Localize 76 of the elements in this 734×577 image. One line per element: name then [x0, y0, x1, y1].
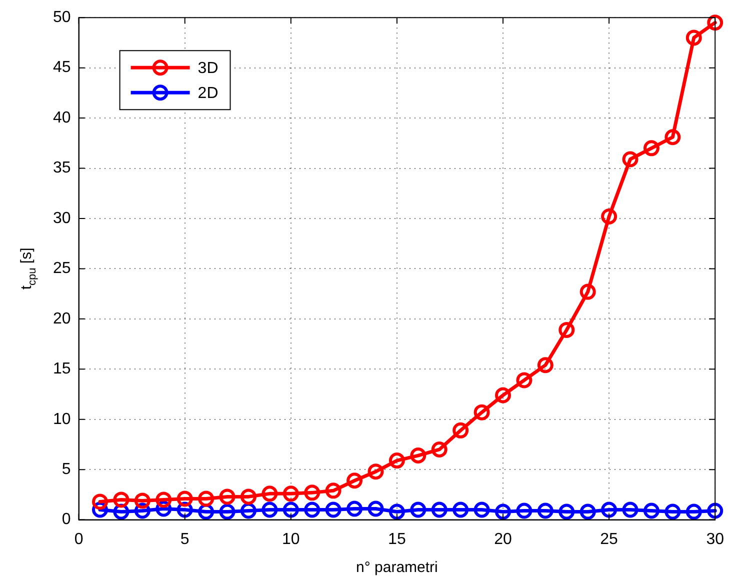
- y-tick-label: 45: [53, 59, 71, 76]
- y-tick-label: 50: [53, 9, 71, 26]
- x-tick-label: 0: [74, 530, 84, 548]
- x-tick-label: 10: [282, 530, 300, 548]
- point: [134, 492, 150, 509]
- point: [431, 502, 448, 518]
- point: [622, 502, 638, 518]
- point: [304, 484, 320, 501]
- point: [558, 504, 575, 520]
- point: [410, 448, 426, 464]
- x-tick-label: 5: [180, 530, 190, 548]
- legend-label: 2D: [198, 85, 218, 102]
- point: [452, 422, 469, 438]
- y-tick-label: 30: [53, 210, 71, 227]
- point: [686, 504, 702, 520]
- y-axis-title: tcpu [s]: [18, 248, 38, 290]
- point: [92, 494, 108, 510]
- point: [516, 502, 532, 519]
- point: [431, 441, 448, 458]
- point: [156, 492, 172, 508]
- point: [686, 30, 702, 46]
- point: [262, 486, 278, 502]
- y-tick-label: 20: [53, 310, 71, 328]
- point: [368, 464, 384, 480]
- point: [410, 502, 426, 518]
- point: [516, 372, 532, 388]
- point: [113, 492, 130, 508]
- point: [346, 500, 363, 517]
- point: [558, 322, 575, 338]
- point: [325, 482, 342, 499]
- point: [643, 502, 660, 519]
- point: [580, 504, 596, 520]
- point: [452, 502, 469, 518]
- point: [664, 129, 681, 146]
- point: [707, 14, 724, 31]
- point: [601, 502, 618, 518]
- y-tick-label: 15: [53, 360, 71, 378]
- y-tick-label: 35: [53, 160, 71, 177]
- point: [388, 504, 405, 520]
- x-axis-title: n° parametri: [356, 559, 438, 576]
- x-tick-label: 20: [494, 530, 512, 548]
- point: [240, 502, 256, 519]
- point: [601, 208, 618, 224]
- point: [707, 502, 724, 519]
- point: [368, 500, 384, 517]
- point: [219, 504, 236, 520]
- point: [198, 490, 214, 507]
- point: [495, 504, 511, 520]
- point: [282, 486, 299, 502]
- point: [537, 502, 554, 519]
- x-tick-label: 15: [388, 530, 406, 548]
- x-tick-label: 30: [706, 530, 724, 548]
- point: [580, 284, 596, 300]
- point: [474, 404, 490, 420]
- y-tick-label: 0: [62, 511, 71, 528]
- point: [474, 502, 490, 518]
- legend-label: 3D: [198, 60, 218, 78]
- y-tick-label: 5: [62, 460, 71, 478]
- point: [388, 452, 405, 469]
- point: [537, 357, 554, 374]
- point: [622, 151, 638, 168]
- point: [346, 472, 363, 489]
- y-tick-label: 10: [53, 410, 71, 428]
- point: [664, 504, 681, 520]
- point: [304, 502, 320, 518]
- point: [495, 387, 511, 404]
- y-tick-label: 40: [53, 109, 71, 126]
- y-tick-label: 25: [53, 260, 71, 278]
- point: [219, 488, 236, 505]
- point: [643, 140, 660, 156]
- point: [262, 502, 278, 518]
- point: [176, 490, 193, 507]
- point: [325, 502, 342, 518]
- x-tick-label: 25: [600, 530, 618, 548]
- point: [240, 488, 256, 505]
- point: [282, 502, 299, 518]
